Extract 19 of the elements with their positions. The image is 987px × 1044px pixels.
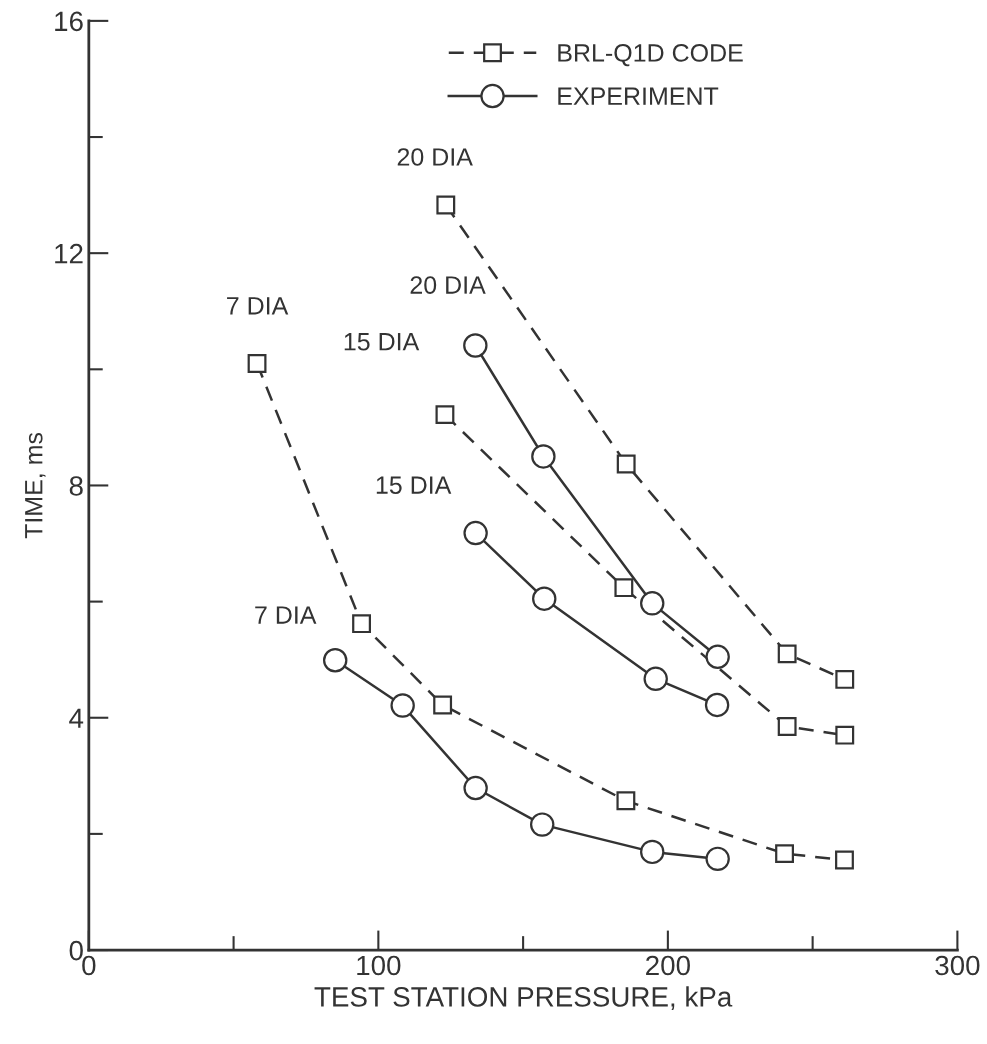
annotation: 7 DIA: [227, 297, 289, 315]
y-tick-label: 12: [55, 243, 83, 264]
annotation: 15 DIA: [376, 476, 452, 494]
annotation: 7 DIA: [255, 606, 317, 624]
y-tick-label: 4: [69, 708, 84, 728]
annotation: 15 DIA: [344, 333, 420, 351]
y-tick-label: 8: [69, 476, 83, 496]
annotation: 20 DIA: [397, 148, 473, 166]
x-tick-label: 0: [82, 955, 96, 976]
x-tick-label: 100: [357, 955, 401, 976]
x-tick-label: 200: [646, 955, 690, 976]
legend-label: BRL-Q1D CODE: [558, 44, 743, 67]
y-tick-label: 16: [55, 11, 83, 32]
legend-label: EXPERIMENT: [558, 87, 719, 105]
y-tick-label: 0: [69, 940, 83, 961]
annotation: 20 DIA: [410, 276, 486, 294]
y-axis-title: TIME, ms: [25, 432, 46, 539]
x-tick-label: 300: [935, 955, 980, 976]
x-axis-title: TEST STATION PRESSURE, kPa: [314, 986, 733, 1011]
